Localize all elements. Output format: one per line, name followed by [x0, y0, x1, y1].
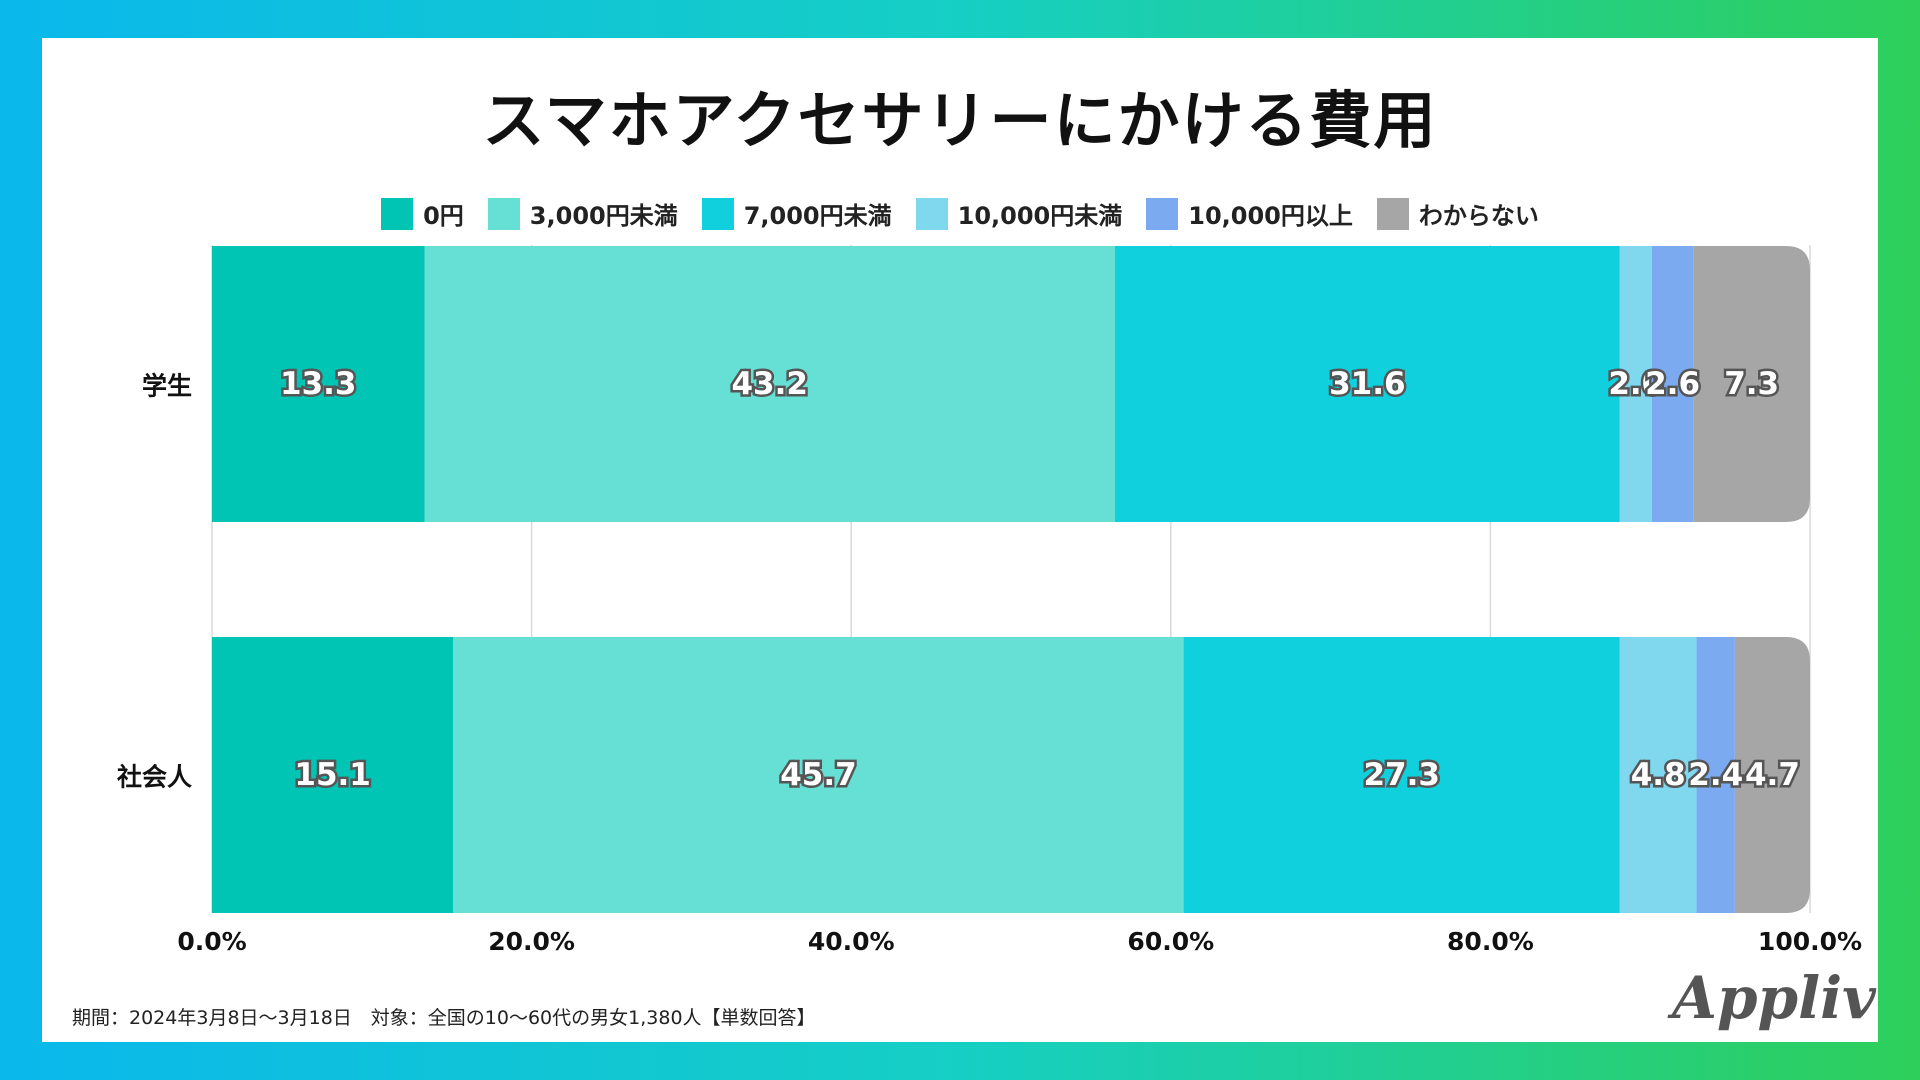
- x-tick-label-1: 20.0%: [488, 927, 575, 956]
- bar-segment-0-3: [1619, 246, 1652, 522]
- category-label-0: 学生: [142, 372, 192, 401]
- x-tick-label-4: 80.0%: [1447, 927, 1534, 956]
- legend-item-under-3000: 3,000円未満: [487, 196, 678, 231]
- legend-item-over-10000: 10,000円以上: [1146, 196, 1353, 231]
- bar-segment-0-2: [1114, 246, 1620, 522]
- bar-segment-0-0: [212, 246, 425, 522]
- bar-segment-1-1: [453, 637, 1184, 913]
- brand-logo: Appliv: [1672, 964, 1876, 1032]
- bar-segment-1-5: [1734, 637, 1810, 913]
- bar-segment-0-1: [424, 246, 1115, 522]
- x-tick-label-2: 40.0%: [808, 927, 895, 956]
- bar-segment-1-4: [1696, 637, 1735, 913]
- bar-segment-0-4: [1651, 246, 1694, 522]
- data-label-1-5: 4.7: [1745, 757, 1800, 793]
- bar-segment-1-3: [1619, 637, 1697, 913]
- data-label-1-4: 2.4: [1688, 757, 1743, 793]
- legend-label-under-3000: 3,000円未満: [529, 202, 678, 230]
- legend-label-0yen: 0円: [423, 202, 464, 230]
- legend-swatch-under-7000: [701, 197, 734, 230]
- data-label-1-0: 15.1: [294, 757, 371, 793]
- bar-group-1: [212, 637, 1810, 913]
- footnote: 期間：2024年3月8日〜3月18日 対象：全国の10〜60代の男女1,380人…: [72, 1007, 816, 1029]
- legend-label-under-10000: 10,000円未満: [957, 202, 1123, 230]
- legend-item-under-10000: 10,000円未満: [915, 196, 1123, 231]
- legend-item-0yen: 0円: [381, 196, 464, 231]
- legend-item-under-7000: 7,000円未満: [701, 196, 892, 231]
- legend-swatch-over-10000: [1146, 197, 1179, 230]
- data-label-0-3: 2.0: [1608, 366, 1663, 402]
- bar-segment-0-5: [1693, 246, 1810, 522]
- data-label-0-0: 13.3: [280, 366, 357, 402]
- data-label-1-3: 4.8: [1631, 757, 1686, 793]
- data-label-0-4: 2.6: [1645, 366, 1700, 402]
- legend-item-unknown: わからない: [1376, 196, 1539, 231]
- x-tick-label-3: 60.0%: [1127, 927, 1214, 956]
- chart-title: スマホアクセサリーにかける費用: [482, 84, 1438, 157]
- data-label-0-2: 31.6: [1329, 366, 1406, 402]
- data-label-1-1: 45.7: [780, 757, 857, 793]
- data-label-1-2: 27.3: [1363, 757, 1440, 793]
- legend-swatch-under-10000: [915, 197, 948, 230]
- legend-swatch-unknown: [1376, 197, 1409, 230]
- category-label-1: 社会人: [117, 763, 192, 792]
- x-tick-label-0: 0.0%: [177, 927, 246, 956]
- data-label-0-1: 43.2: [731, 366, 808, 402]
- bar-group-0: [212, 246, 1810, 522]
- bar-segment-1-2: [1183, 637, 1620, 913]
- legend-swatch-0yen: [381, 197, 414, 230]
- legend-label-under-7000: 7,000円未満: [743, 202, 892, 230]
- x-tick-label-5: 100.0%: [1758, 927, 1862, 956]
- legend: 0円 3,000円未満 7,000円未満 10,000円未満 10,000円以上…: [0, 196, 1920, 231]
- bar-segment-1-0: [212, 637, 454, 913]
- legend-label-over-10000: 10,000円以上: [1188, 202, 1353, 230]
- data-label-0-5: 7.3: [1724, 366, 1779, 402]
- legend-label-unknown: わからない: [1418, 202, 1539, 230]
- legend-swatch-under-3000: [487, 197, 520, 230]
